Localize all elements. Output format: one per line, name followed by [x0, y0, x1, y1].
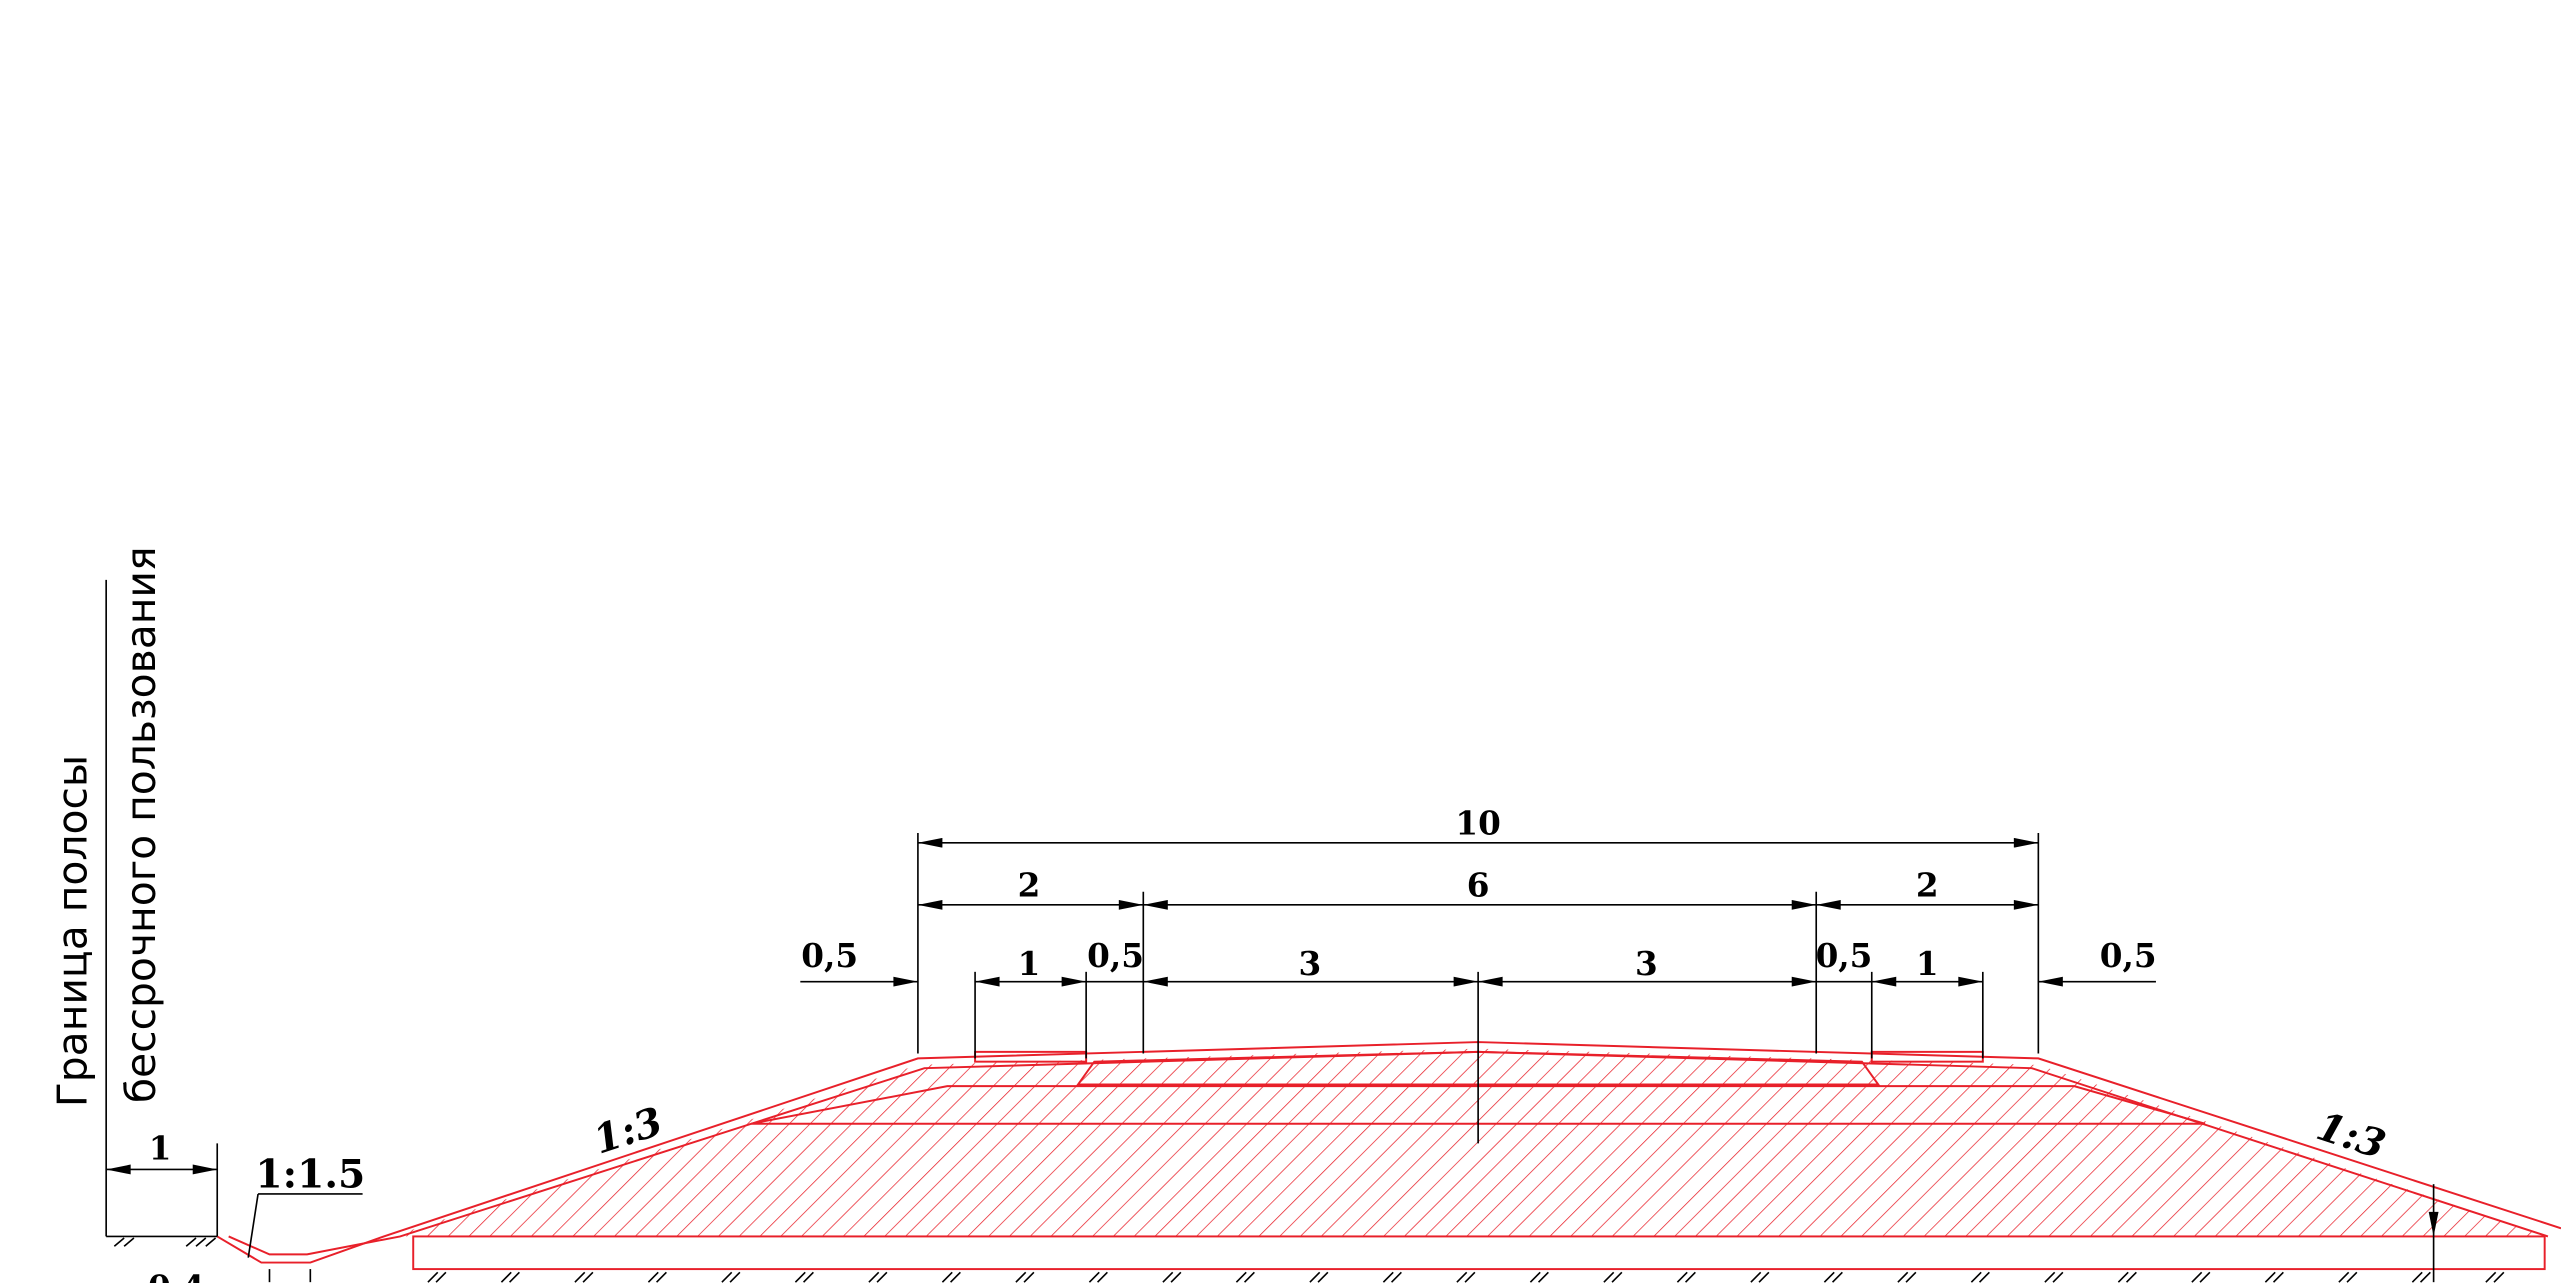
- line-shape: [1529, 1271, 1541, 1283]
- line-shape: [574, 1271, 586, 1283]
- line-shape: [427, 1271, 439, 1283]
- label: 1: [149, 1129, 172, 1168]
- line-shape: [1676, 1271, 1688, 1283]
- line-shape: [1897, 1271, 1909, 1283]
- line-shape: [2411, 1271, 2423, 1283]
- label: 3: [1635, 944, 1658, 983]
- line-shape: [1456, 1271, 1468, 1283]
- line-shape: [1758, 1271, 1770, 1283]
- line-shape: [195, 1237, 207, 1247]
- line-shape: [1603, 1271, 1615, 1283]
- line-shape: [2125, 1271, 2137, 1283]
- line-shape: [1750, 1271, 1762, 1283]
- line-shape: [868, 1271, 880, 1283]
- line-shape: [941, 1271, 953, 1283]
- line-shape: [1611, 1271, 1623, 1283]
- label: 1: [1018, 944, 1041, 983]
- line-shape: [729, 1271, 741, 1283]
- label: 3: [1299, 944, 1322, 983]
- label: Граница полосы: [49, 755, 97, 1107]
- ground-hatch: [113, 1237, 2505, 1283]
- line-shape: [1390, 1271, 1402, 1283]
- line-shape: [2493, 1271, 2505, 1283]
- embankment: [216, 1041, 2561, 1271]
- line-shape: [205, 1237, 217, 1247]
- rect-shape: [412, 1235, 2546, 1271]
- line-shape: [2485, 1271, 2497, 1283]
- label: 0,5: [1087, 936, 1144, 975]
- line-shape: [1015, 1271, 1027, 1283]
- line-shape: [876, 1271, 888, 1283]
- line-shape: [2052, 1271, 2064, 1283]
- polyline-shape: [228, 1050, 2549, 1256]
- line-shape: [247, 1193, 259, 1258]
- line-shape: [1831, 1271, 1843, 1283]
- dimension-lines: [105, 579, 2439, 1283]
- label: 6: [1467, 866, 1490, 905]
- line-shape: [656, 1271, 667, 1283]
- line-shape: [1096, 1271, 1108, 1283]
- line-shape: [2191, 1271, 2203, 1283]
- line-shape: [509, 1271, 520, 1283]
- line-shape: [2346, 1271, 2358, 1283]
- label: бессрочного пользования: [117, 546, 165, 1103]
- line-shape: [582, 1271, 594, 1283]
- label: 0,5: [1816, 936, 1873, 975]
- line-shape: [435, 1271, 447, 1283]
- label: 1: [1916, 944, 1939, 983]
- polygon-shape: [751, 1085, 2206, 1125]
- line-shape: [1317, 1271, 1329, 1283]
- polygon-shape: [391, 1048, 2548, 1237]
- line-shape: [2117, 1271, 2129, 1283]
- line-shape: [1537, 1271, 1549, 1283]
- line-shape: [1684, 1271, 1696, 1283]
- line-shape: [2199, 1271, 2211, 1283]
- line-shape: [185, 1237, 197, 1247]
- line-shape: [2264, 1271, 2276, 1283]
- label: 0,5: [801, 936, 858, 975]
- label: 10: [1455, 804, 1500, 843]
- line-shape: [1905, 1271, 1917, 1283]
- label: 2: [1018, 866, 1041, 905]
- label: 2: [1916, 866, 1939, 905]
- line-shape: [1382, 1271, 1394, 1283]
- label: 1:1.5: [255, 1151, 365, 1197]
- line-shape: [647, 1271, 659, 1283]
- line-shape: [1464, 1271, 1476, 1283]
- line-shape: [1309, 1271, 1321, 1283]
- line-shape: [1170, 1271, 1182, 1283]
- line-shape: [794, 1271, 806, 1283]
- polyline-shape: [216, 1041, 2561, 1264]
- line-shape: [1088, 1271, 1100, 1283]
- line-shape: [1243, 1271, 1255, 1283]
- label: 1:3: [2311, 1103, 2391, 1168]
- line-shape: [2419, 1271, 2431, 1283]
- line-shape: [113, 1237, 125, 1247]
- line-shape: [721, 1271, 733, 1283]
- label: 0,4: [148, 1267, 205, 1283]
- line-shape: [1023, 1271, 1035, 1283]
- line-shape: [1970, 1271, 1982, 1283]
- line-shape: [2044, 1271, 2056, 1283]
- line-shape: [2338, 1271, 2350, 1283]
- line-shape: [1162, 1271, 1174, 1283]
- line-shape: [803, 1271, 814, 1283]
- line-shape: [500, 1271, 512, 1283]
- line-shape: [949, 1271, 961, 1283]
- line-shape: [1978, 1271, 1990, 1283]
- label: 0,5: [2100, 936, 2157, 975]
- line-shape: [123, 1237, 135, 1247]
- line-shape: [2272, 1271, 2284, 1283]
- line-shape: [1823, 1271, 1835, 1283]
- line-shape: [1235, 1271, 1247, 1283]
